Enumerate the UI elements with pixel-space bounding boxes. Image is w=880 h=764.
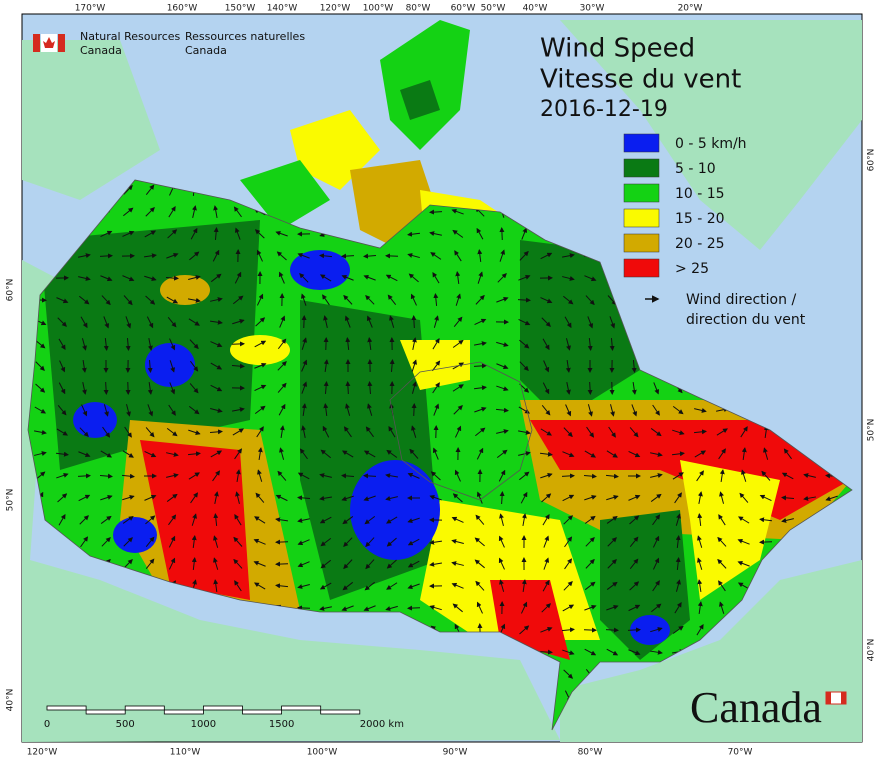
date: 2016-12-19	[540, 97, 668, 122]
scale-segment	[86, 710, 125, 714]
wind-arrow	[348, 382, 349, 394]
flag-bar	[826, 692, 831, 704]
lon-label: 80°W	[406, 4, 431, 14]
wind-arrow	[628, 630, 640, 631]
legend-swatch	[624, 234, 659, 252]
legend-swatch	[624, 184, 659, 202]
legend-swatch	[624, 259, 659, 277]
lat-label: 50°N	[6, 489, 16, 512]
scale-label: 1000	[191, 719, 216, 730]
wind-arrow	[414, 316, 415, 328]
wind-arrow	[408, 608, 420, 609]
legend-swatch	[624, 134, 659, 152]
title: Vitesse du vent	[540, 65, 741, 95]
scale-segment	[321, 710, 360, 714]
wind-arrow	[430, 212, 442, 213]
lon-label: 90°W	[443, 748, 468, 758]
legend-label: 10 - 15	[675, 186, 725, 202]
org-fr: Ressources naturelles	[185, 30, 305, 43]
lon-label: 70°W	[728, 748, 753, 758]
wordmark-text: Canada	[690, 683, 822, 732]
scale-label: 0	[44, 719, 50, 730]
wind-arrow	[276, 564, 288, 565]
scale-segment	[164, 710, 203, 714]
legend-swatch	[624, 159, 659, 177]
lon-label: 150°W	[225, 4, 256, 14]
scale-segment	[203, 706, 242, 710]
lon-label: 160°W	[167, 4, 198, 14]
lon-label: 20°W	[678, 4, 703, 14]
wind-arrow	[562, 476, 574, 477]
lon-label: 170°W	[75, 4, 106, 14]
wind-arrow	[100, 256, 112, 257]
org-en: Canada	[80, 44, 122, 57]
scale-segment	[282, 706, 321, 710]
scale-label: 1500	[269, 719, 294, 730]
lat-label: 40°N	[6, 689, 16, 712]
wind-arrow	[590, 382, 591, 394]
lat-label: 60°N	[867, 149, 877, 172]
legend-label: 15 - 20	[675, 211, 725, 227]
wind-arrow	[342, 256, 354, 257]
scale-segment	[125, 706, 164, 710]
scale-segment	[243, 710, 282, 714]
lon-label: 120°W	[320, 4, 351, 14]
wind-arrow	[106, 382, 107, 394]
org-en: Natural Resources	[80, 30, 181, 43]
lon-label: 100°W	[307, 748, 338, 758]
lat-label: 40°N	[867, 639, 877, 662]
wind-arrow	[760, 542, 772, 543]
wind-arrow	[298, 608, 310, 609]
lon-label: 80°W	[578, 748, 603, 758]
lon-label: 40°W	[523, 4, 548, 14]
wind-arrow	[414, 404, 415, 416]
scale-label: 2000 km	[360, 719, 404, 730]
legend-direction: Wind direction /	[686, 292, 796, 308]
legend-label: 20 - 25	[675, 236, 725, 252]
lon-label: 140°W	[267, 4, 298, 14]
legend-swatch	[624, 209, 659, 227]
wind-arrow	[502, 228, 503, 240]
org-fr: Canada	[185, 44, 227, 57]
flag-bar	[58, 34, 65, 52]
legend-label: 5 - 10	[675, 161, 716, 177]
flag-bar	[841, 692, 846, 704]
scale-label: 500	[116, 719, 135, 730]
scale-segment	[47, 706, 86, 710]
lon-label: 110°W	[170, 748, 201, 758]
lon-label: 50°W	[481, 4, 506, 14]
legend-direction: direction du vent	[686, 312, 806, 328]
lon-label: 100°W	[363, 4, 394, 14]
wind-arrow	[606, 630, 618, 631]
lon-label: 60°W	[451, 4, 476, 14]
legend-label: > 25	[675, 261, 709, 277]
lon-label: 30°W	[580, 4, 605, 14]
lat-label: 50°N	[867, 419, 877, 442]
lat-label: 60°N	[6, 279, 16, 302]
flag-bar	[33, 34, 40, 52]
title: Wind Speed	[540, 34, 695, 64]
lon-label: 120°W	[27, 748, 58, 758]
legend-label: 0 - 5 km/h	[675, 136, 747, 152]
